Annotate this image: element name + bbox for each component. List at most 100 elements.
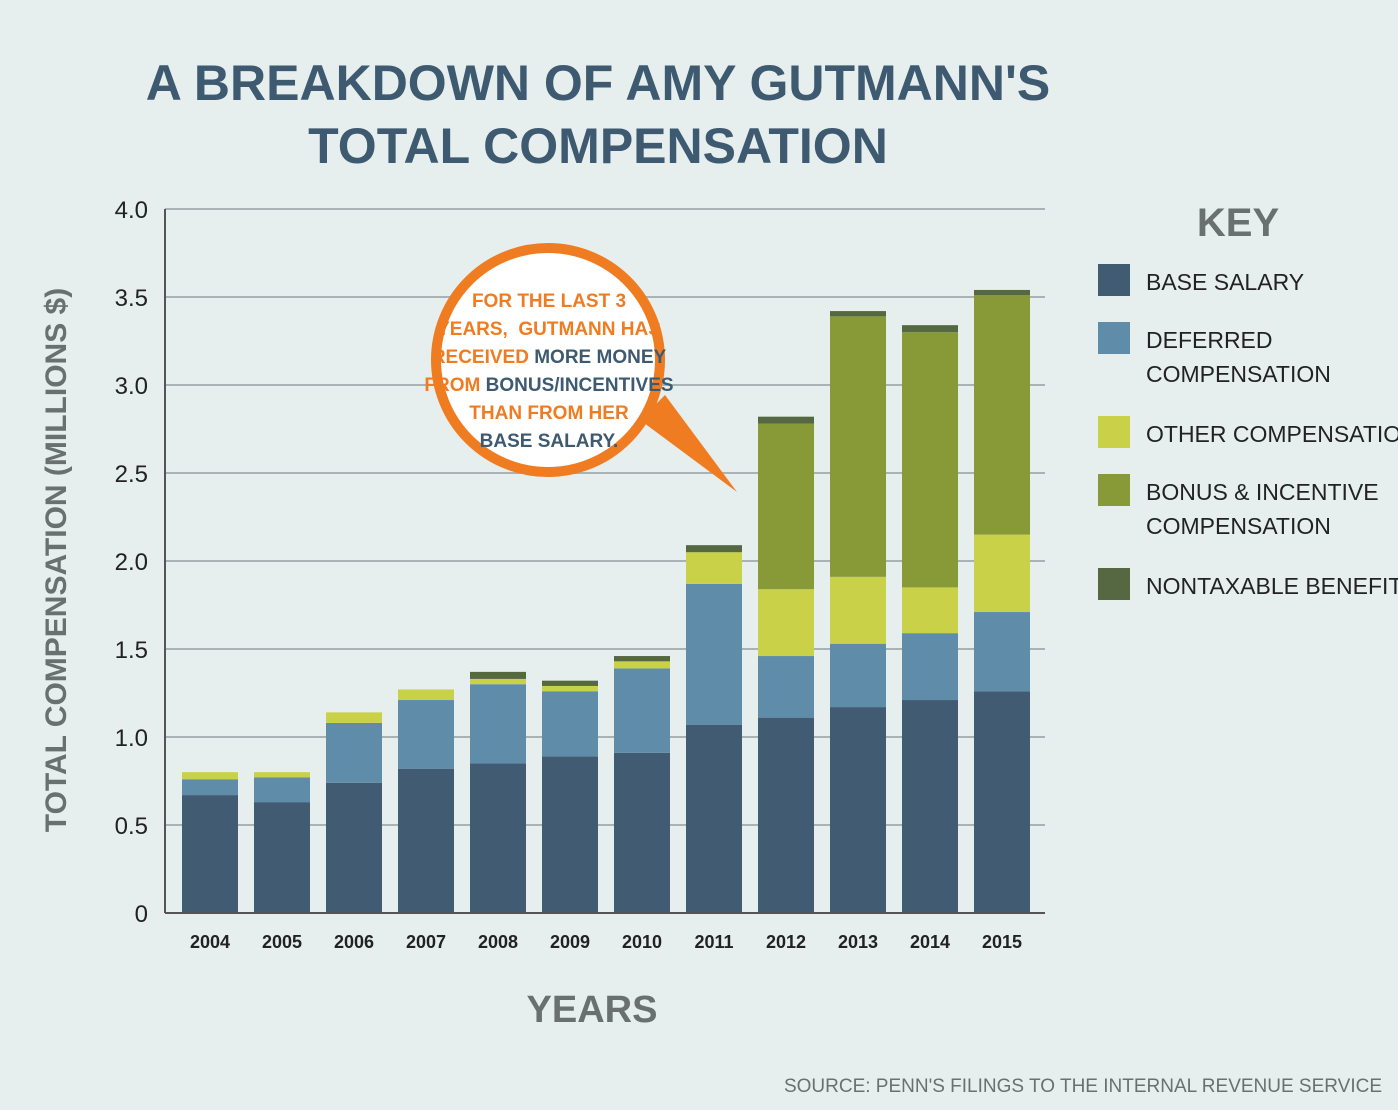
legend-swatch [1098, 416, 1130, 448]
callout-line: FROM BONUS/INCENTIVES [424, 375, 673, 396]
bar-stack-2012 [758, 416, 814, 913]
bars [182, 289, 1030, 913]
chart-title-line-2: TOTAL COMPENSATION [308, 118, 888, 174]
bar-segment-other-compensation [974, 534, 1030, 613]
bar-segment-bonus-incentive-compensation [830, 316, 886, 577]
bar-segment-deferred-compensation [326, 722, 382, 783]
legend-item: NONTAXABLE BENEFITS [1098, 568, 1398, 600]
legend-label: OTHER COMPENSATION [1146, 421, 1398, 447]
bar-segment-nontaxable-benefits [902, 325, 958, 333]
y-tick-label: 4.0 [115, 197, 148, 224]
y-tick-label: 0.5 [115, 813, 148, 840]
legend-swatch [1098, 474, 1130, 506]
bar-segment-base-salary [614, 752, 670, 913]
bar-stack-2013 [830, 311, 886, 913]
bar-segment-bonus-incentive-compensation [758, 423, 814, 590]
y-tick-label: 3.5 [115, 285, 148, 312]
x-tick-label: 2004 [190, 932, 230, 952]
y-tick-labels: 0 0.5 1.0 1.5 2.0 2.5 3.0 3.5 4.0 [115, 197, 148, 928]
x-tick-label: 2007 [406, 932, 446, 952]
callout-text-segment: FROM [424, 375, 485, 396]
bar-segment-deferred-compensation [614, 668, 670, 753]
bar-segment-nontaxable-benefits [974, 289, 1030, 296]
callout-text-segment: MORE MONEY [534, 347, 666, 368]
x-tick-label: 2014 [910, 932, 950, 952]
y-tick-label: 2.0 [115, 549, 148, 576]
bar-segment-nontaxable-benefits [758, 416, 814, 424]
legend-swatch [1098, 568, 1130, 600]
bar-segment-deferred-compensation [254, 777, 310, 803]
bar-segment-other-compensation [758, 589, 814, 657]
legend-title: KEY [1197, 201, 1280, 245]
legend-label: BASE SALARY [1146, 269, 1304, 295]
bar-segment-base-salary [254, 802, 310, 913]
bar-stack-2011 [686, 545, 742, 913]
callout-line: BASE SALARY. [480, 431, 619, 452]
bar-segment-deferred-compensation [830, 643, 886, 708]
y-tick-label: 1.5 [115, 637, 148, 664]
bar-stack-2006 [326, 712, 382, 913]
bar-segment-deferred-compensation [902, 633, 958, 701]
callout-line: RECEIVED MORE MONEY [432, 347, 667, 368]
callout-text-segment: RECEIVED [432, 347, 534, 368]
bar-segment-base-salary [830, 707, 886, 913]
x-axis-label: YEARS [527, 989, 658, 1031]
callout-bubble [431, 243, 665, 477]
bar-segment-other-compensation [614, 661, 670, 669]
legend-swatch [1098, 322, 1130, 354]
bar-stack-2015 [974, 289, 1030, 913]
bar-segment-deferred-compensation [686, 583, 742, 725]
bar-segment-nontaxable-benefits [830, 311, 886, 317]
legend-item: BASE SALARY [1098, 264, 1304, 296]
bar-segment-deferred-compensation [974, 612, 1030, 692]
y-tick-label: 0 [135, 901, 148, 928]
bar-segment-deferred-compensation [182, 779, 238, 796]
legend-label: COMPENSATION [1146, 361, 1331, 387]
bar-segment-bonus-incentive-compensation [902, 332, 958, 588]
bar-segment-base-salary [182, 795, 238, 913]
source-note: SOURCE: PENN'S FILINGS TO THE INTERNAL R… [784, 1076, 1382, 1097]
bar-segment-base-salary [470, 763, 526, 913]
bar-stack-2004 [182, 772, 238, 913]
x-tick-label: 2011 [694, 932, 733, 952]
callout-text-segment: YEARS, GUTMANN HAS [437, 319, 661, 340]
x-tick-label: 2012 [766, 932, 806, 952]
legend-label: COMPENSATION [1146, 513, 1331, 539]
callout-pointer [640, 395, 737, 492]
legend-item: OTHER COMPENSATION [1098, 416, 1398, 448]
bar-segment-other-compensation [398, 689, 454, 701]
callout-line: THAN FROM HER [469, 403, 629, 424]
bar-segment-nontaxable-benefits [686, 545, 742, 553]
legend-item: DEFERRED COMPENSATION [1098, 322, 1331, 387]
bar-segment-deferred-compensation [470, 684, 526, 764]
legend-label: BONUS & INCENTIVE [1146, 479, 1379, 505]
bar-segment-deferred-compensation [398, 700, 454, 769]
chart-title-line-1: A BREAKDOWN OF AMY GUTMANN'S [146, 55, 1050, 111]
legend: BASE SALARY DEFERRED COMPENSATION OTHER COM… [1098, 264, 1398, 600]
legend-swatch [1098, 264, 1130, 296]
bar-segment-base-salary [326, 782, 382, 913]
bar-segment-bonus-incentive-compensation [974, 295, 1030, 535]
bar-segment-base-salary [758, 717, 814, 913]
bar-segment-nontaxable-benefits [470, 671, 526, 679]
bar-segment-base-salary [902, 700, 958, 913]
bar-segment-other-compensation [542, 685, 598, 692]
bar-stack-2007 [398, 689, 454, 913]
bar-segment-nontaxable-benefits [614, 656, 670, 662]
x-tick-label: 2005 [262, 932, 302, 952]
x-tick-label: 2008 [478, 932, 518, 952]
bar-segment-other-compensation [902, 587, 958, 634]
bar-segment-base-salary [398, 768, 454, 913]
bar-segment-base-salary [542, 756, 598, 913]
x-tick-label: 2010 [622, 932, 662, 952]
bar-segment-other-compensation [470, 678, 526, 685]
callout-text: FOR THE LAST 3 YEARS, GUTMANN HAS RECEIVED… [424, 291, 673, 452]
bar-segment-other-compensation [326, 712, 382, 723]
bar-segment-other-compensation [686, 552, 742, 584]
bar-segment-other-compensation [254, 772, 310, 778]
bar-segment-nontaxable-benefits [542, 680, 598, 686]
legend-item: BONUS & INCENTIVE COMPENSATION [1098, 474, 1379, 539]
callout-text-segment: THAN FROM HER [469, 403, 629, 424]
